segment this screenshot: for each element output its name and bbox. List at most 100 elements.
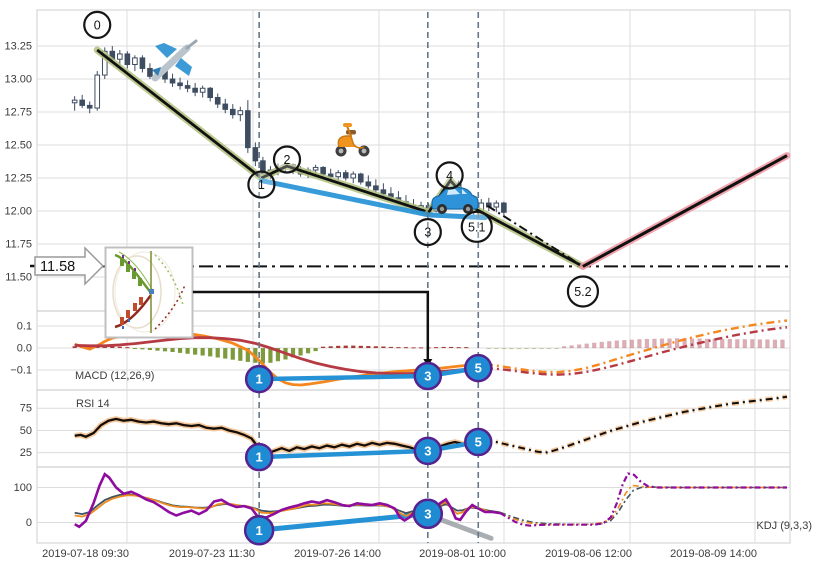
macd-marker-1[interactable] — [244, 364, 274, 394]
rsi-panel-title: RSI 14 — [76, 398, 110, 410]
macd-histogram-bar — [772, 339, 778, 349]
kdj-marker-3[interactable] — [412, 498, 444, 530]
macd-histogram-bar — [569, 345, 574, 349]
macd-dif-forecast — [484, 319, 788, 374]
static-overlay: 11.58 — [30, 39, 479, 339]
macd-histogram-bar — [351, 345, 356, 349]
macd-histogram-bar — [750, 339, 755, 349]
y-axis-tick-label: 12.75 — [4, 107, 32, 119]
macd-histogram-bar — [667, 338, 672, 349]
y-axis-tick-label: −0.1 — [10, 365, 32, 377]
macd-histogram-bar — [72, 346, 77, 349]
macd-histogram-bar — [780, 339, 785, 349]
macd-histogram-bar — [177, 348, 183, 353]
macd-histogram-bar — [441, 346, 446, 349]
macd-histogram-bar — [607, 341, 612, 349]
price-marker-3[interactable] — [413, 217, 442, 247]
macd-histogram-bar — [418, 347, 424, 349]
kdj-marker-label: 1 — [256, 523, 263, 538]
y-axis-tick-label: 12.50 — [4, 139, 32, 151]
macd-histogram-bar — [577, 344, 582, 349]
macd-histogram-bar — [539, 348, 544, 350]
macd-histogram-bar — [614, 340, 619, 349]
candle-body — [373, 185, 379, 191]
y-axis-tick-label: 13.25 — [4, 41, 32, 53]
macd-histogram-bar — [230, 348, 235, 360]
x-axis-tick-label: 2019-08-06 12:00 — [545, 548, 632, 560]
rsi-marker-1[interactable] — [244, 442, 274, 472]
macd-histogram-bar — [238, 348, 243, 361]
candle-body — [132, 57, 138, 65]
macd-histogram-bar — [336, 345, 341, 349]
rsi-marker-5[interactable] — [464, 427, 493, 457]
price-marker-4[interactable] — [435, 161, 464, 190]
rsi-marker-3[interactable] — [413, 436, 443, 466]
candle-body — [79, 99, 85, 106]
macd-histogram-bar — [381, 346, 386, 349]
y-axis-tick-label: 100 — [14, 482, 32, 494]
candle-body — [252, 147, 259, 162]
rsi-marker-label: 5 — [475, 435, 482, 450]
y-axis-tick-label: 25 — [20, 447, 32, 459]
y-axis-tick-label: 11.50 — [5, 271, 32, 283]
candle-body — [169, 78, 176, 84]
macd-histogram-bar — [449, 346, 454, 349]
macd-histogram-bar — [501, 348, 506, 350]
airplane-icon — [151, 39, 198, 82]
rsi-marker-label: 1 — [256, 450, 263, 465]
candle-body — [493, 202, 500, 208]
price-marker-1[interactable] — [247, 170, 276, 199]
macd-histogram-bar — [358, 345, 363, 349]
scooter-icon — [335, 123, 370, 157]
x-axis-tick-label: 2019-07-23 11:30 — [169, 548, 255, 560]
y-axis-tick-label: 0.0 — [17, 343, 32, 355]
price-callout: 11.58 — [30, 246, 105, 286]
macd-histogram-bar — [674, 338, 680, 349]
macd-histogram-bar — [162, 348, 168, 352]
macd-histogram-bar — [742, 339, 747, 349]
macd-histogram-bar — [705, 338, 710, 349]
price-marker-5.1[interactable] — [460, 210, 493, 243]
kdj-j-forecast — [499, 472, 787, 527]
macd-histogram-bar — [366, 346, 371, 349]
macd-histogram-bar — [305, 348, 311, 354]
candle-body — [245, 110, 251, 149]
macd-histogram-bar — [147, 348, 153, 351]
pattern-connector — [192, 290, 430, 360]
macd-dea-forecast — [484, 326, 788, 376]
macd-histogram-bar — [464, 347, 469, 349]
candle-body — [237, 110, 244, 116]
macd-histogram-bar — [599, 341, 604, 349]
macd-histogram-bar — [735, 339, 740, 349]
candle-body — [365, 181, 372, 187]
macd-marker-3[interactable] — [413, 361, 443, 391]
price-marker-2[interactable] — [272, 145, 302, 174]
kdj-marker-1[interactable] — [243, 515, 275, 546]
x-axis-tick-label: 2019-08-09 14:00 — [670, 548, 757, 560]
macd-histogram-bar — [155, 348, 160, 351]
price-marker-label: 2 — [284, 153, 291, 167]
rsi-marker-label: 3 — [424, 443, 431, 458]
price-marker-5.2[interactable] — [566, 275, 600, 308]
x-axis-tick-label: 2019-08-01 10:00 — [419, 548, 506, 560]
candle-body — [177, 82, 183, 87]
price-marker-label: 3 — [424, 226, 431, 240]
price-marker-label: 5.1 — [468, 220, 485, 234]
macd-marker-5[interactable] — [464, 353, 493, 383]
y-axis-tick-label: 13.00 — [4, 74, 32, 86]
price-marker-label: 5.2 — [574, 285, 591, 299]
macd-histogram-bar — [546, 348, 552, 350]
x-axis-tick-label: 2019-07-18 09:30 — [42, 548, 129, 560]
price-marker-0[interactable] — [83, 10, 112, 40]
macd-histogram-bar — [223, 348, 228, 359]
macd-histogram-bar — [629, 339, 634, 349]
macd-histogram-bar — [494, 348, 499, 350]
candle-body — [101, 50, 108, 76]
macd-histogram-bar — [388, 346, 394, 349]
macd-marker-label: 3 — [424, 369, 431, 384]
macd-histogram-bar — [562, 346, 567, 349]
macd-dea-line — [74, 336, 486, 376]
price-callout-label: 11.58 — [40, 259, 75, 275]
macd-histogram-bar — [260, 348, 265, 364]
